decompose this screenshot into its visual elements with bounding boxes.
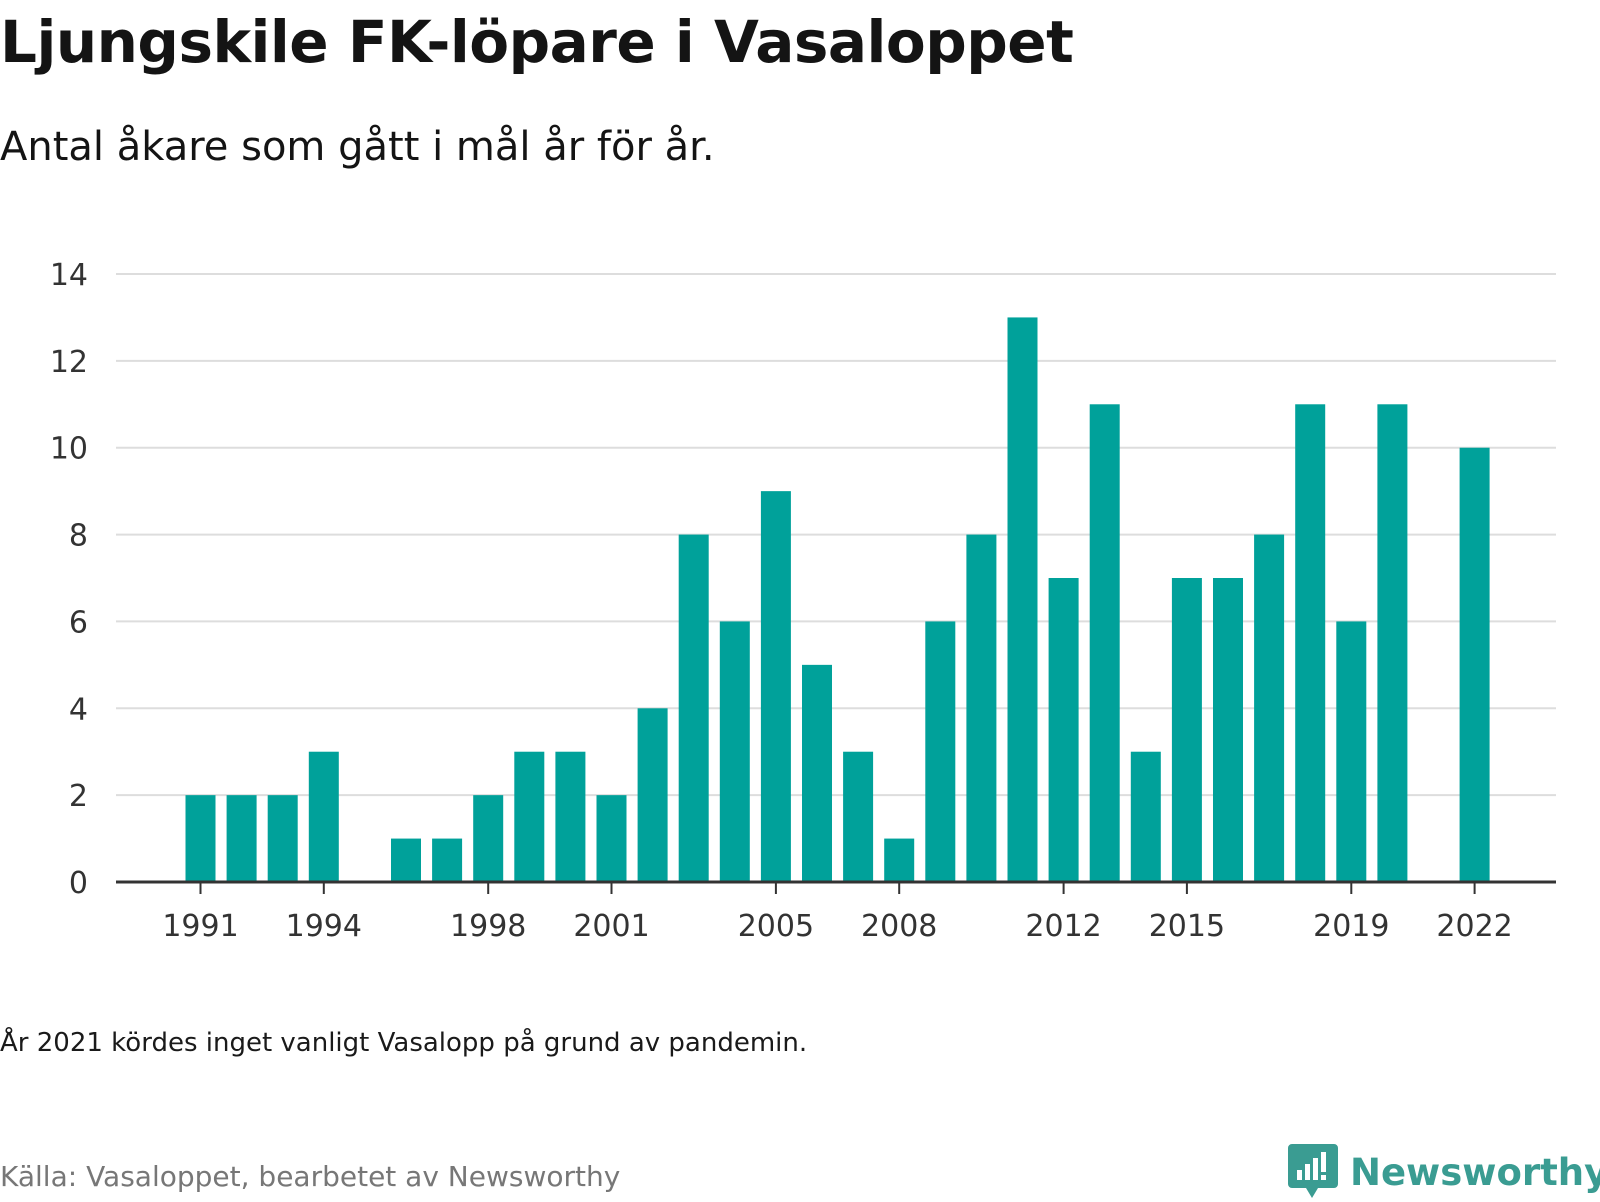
bar [432,838,463,882]
x-tick-label: 2022 [1436,909,1512,944]
bar-chart: 0 2 4 6 8 10 12 14 1991 1994 1998 2001 2005 2008 2012… [50,258,1556,944]
chart-title: Ljungskile FK-löpare i Vasaloppet [0,8,1074,76]
bar [391,838,421,882]
bar [637,708,668,882]
bar [1007,317,1038,882]
bar [1048,578,1079,882]
bar [802,664,832,882]
y-tick-label: 10 [50,432,88,467]
x-tick-label: 1998 [450,909,526,944]
y-tick-label: 14 [50,258,88,293]
y-tick-label: 8 [69,519,88,554]
bar [719,621,750,882]
x-tick-label: 1994 [286,909,362,944]
gridlines [116,273,1556,797]
y-tick-label: 0 [69,866,88,901]
x-tick-label: 2015 [1149,909,1225,944]
bar [473,795,504,882]
bar [760,491,791,882]
x-tick-label: 2019 [1313,909,1389,944]
x-tick-label: 2005 [738,909,814,944]
y-tick-label: 6 [69,605,88,640]
footnote: År 2021 kördes inget vanligt Vasalopp på… [0,1028,808,1058]
bar [966,534,997,882]
x-tick-label: 2001 [573,909,649,944]
y-tick-label: 2 [69,779,88,814]
bar [267,795,298,882]
bar [308,751,339,882]
bar [1171,578,1202,882]
y-tick-label: 4 [69,692,88,727]
newsworthy-logo: Newsworthy [1288,1142,1600,1202]
bar [596,795,627,882]
bar [1130,751,1161,882]
y-axis-ticks: 0 2 4 6 8 10 12 14 [50,258,88,901]
bar [678,534,709,882]
x-tick-label: 2012 [1025,909,1101,944]
bar [555,751,586,882]
bar [226,795,257,882]
bar [925,621,956,882]
bar [1213,578,1243,882]
x-tick-label: 1991 [162,909,238,944]
bar [884,838,915,882]
bar [843,751,874,882]
x-tick-label: 2008 [861,909,937,944]
bar [1336,621,1367,882]
chart-subtitle: Antal åkare som gått i mål år för år. [0,124,715,170]
bar-chart-speech-bubble-icon [1288,1144,1338,1198]
source-credit: Källa: Vasaloppet, bearbetet av Newswort… [0,1160,621,1193]
bars [185,317,1490,882]
bar [1459,447,1490,882]
bar [185,795,216,882]
x-axis: 1991 1994 1998 2001 2005 2008 2012 2015 2019 2022 [116,880,1556,944]
bar [514,751,545,882]
bar [1254,534,1285,882]
y-tick-label: 12 [50,345,88,380]
bar [1295,404,1326,882]
bar [1089,404,1120,882]
bar [1377,404,1408,882]
brand-name: Newsworthy [1350,1150,1600,1194]
